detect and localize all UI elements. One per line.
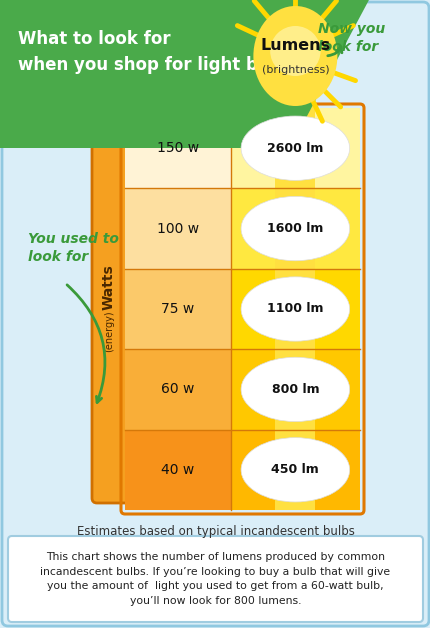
Bar	[230, 430, 359, 510]
Text: 2600 lm: 2600 lm	[267, 142, 323, 154]
Ellipse shape	[270, 26, 320, 76]
Text: What to look for
when you shop for light bulbs: What to look for when you shop for light…	[18, 31, 296, 73]
Bar	[125, 349, 230, 430]
Ellipse shape	[240, 357, 349, 421]
Text: This chart shows the number of lumens produced by common
incandescent bulbs. If : This chart shows the number of lumens pr…	[40, 553, 390, 605]
Ellipse shape	[240, 277, 349, 341]
Ellipse shape	[275, 474, 315, 506]
Text: 800 lm: 800 lm	[271, 383, 319, 396]
Polygon shape	[0, 0, 369, 148]
FancyBboxPatch shape	[92, 115, 138, 503]
Text: Lumens: Lumens	[260, 38, 330, 53]
Ellipse shape	[253, 6, 337, 106]
Bar	[125, 269, 230, 349]
Ellipse shape	[240, 438, 349, 502]
Bar	[125, 188, 230, 269]
Text: 100 w: 100 w	[157, 222, 199, 236]
Text: 60 w: 60 w	[161, 382, 194, 396]
FancyBboxPatch shape	[8, 536, 422, 622]
Text: 75 w: 75 w	[161, 302, 194, 316]
Bar	[230, 269, 359, 349]
Text: 450 lm: 450 lm	[271, 463, 319, 476]
Text: (energy): (energy)	[104, 310, 114, 352]
Text: 1600 lm: 1600 lm	[267, 222, 323, 235]
Text: (brightness): (brightness)	[261, 65, 329, 75]
Text: You used to
look for: You used to look for	[28, 232, 119, 264]
Text: Now you
look for: Now you look for	[317, 23, 384, 53]
Text: Estimates based on typical incandescent bulbs: Estimates based on typical incandescent …	[77, 526, 353, 538]
Bar	[230, 108, 359, 188]
Ellipse shape	[240, 116, 349, 180]
Text: Watts: Watts	[102, 264, 116, 310]
Bar	[230, 349, 359, 430]
Bar	[275, 106, 315, 510]
Bar	[230, 188, 359, 269]
Bar	[125, 108, 230, 188]
Text: 1100 lm: 1100 lm	[267, 303, 323, 315]
Ellipse shape	[240, 197, 349, 261]
Text: 150 w: 150 w	[157, 141, 199, 155]
Text: 40 w: 40 w	[161, 463, 194, 477]
Bar	[125, 430, 230, 510]
